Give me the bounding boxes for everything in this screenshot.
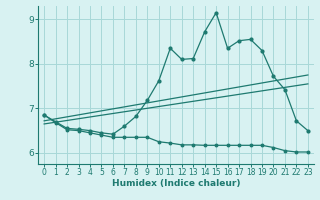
X-axis label: Humidex (Indice chaleur): Humidex (Indice chaleur) — [112, 179, 240, 188]
